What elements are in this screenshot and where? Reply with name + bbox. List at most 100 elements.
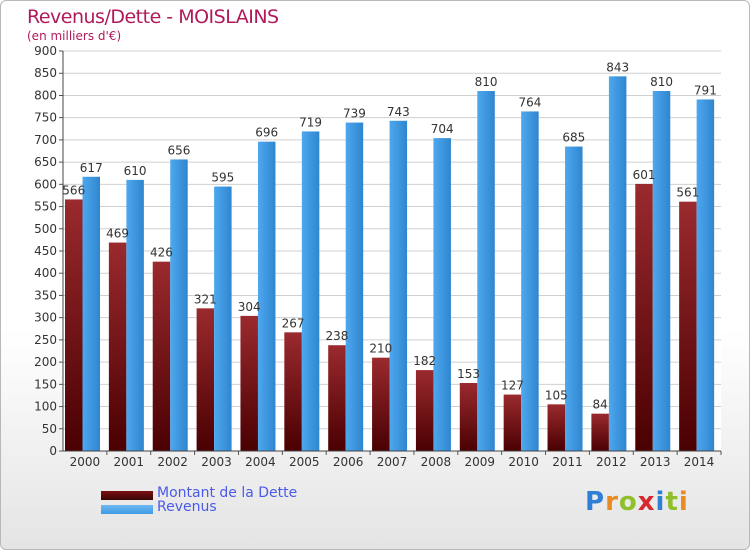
bar-debt-2000 [65,199,83,451]
bar-revenus-2005 [301,131,320,451]
bar-debt-2002 [152,261,171,451]
bar-debt-2011 [547,404,566,451]
bar-revenus-2006 [345,122,364,452]
label-revenus-2014: 791 [694,83,717,97]
brand-letter: r [605,487,619,517]
x-tick-label: 2006 [333,455,364,469]
label-revenus-2011: 685 [562,131,585,145]
brand-letter: P [585,487,606,517]
x-tick-label: 2000 [70,455,101,469]
label-revenus-2003: 595 [211,171,234,185]
y-tick-label: 450 [34,244,57,258]
bar-revenus-2001 [126,179,144,451]
x-tick-label: 2004 [245,455,276,469]
x-tick-label: 2008 [421,455,452,469]
y-tick-label: 250 [34,333,57,347]
y-tick-label: 600 [34,177,57,191]
y-tick-label: 800 [34,88,57,102]
y-tick-label: 350 [34,288,57,302]
label-revenus-2008: 704 [431,122,454,136]
label-revenus-2006: 739 [343,107,366,121]
y-tick-label: 200 [34,355,57,369]
bar-revenus-2012 [608,76,627,451]
y-tick-label: 750 [34,111,57,125]
legend-swatch-revenus [101,505,153,514]
bar-revenus-2009 [477,91,495,451]
bar-revenus-2010 [521,111,539,451]
label-revenus-2012: 843 [606,60,629,74]
brand-letter: i [678,487,689,517]
y-tick-label: 500 [34,222,57,236]
y-tick-label: 400 [34,266,57,280]
label-revenus-2001: 610 [124,164,147,178]
x-axis: 2000 2001 2002 2003 2004 2005 2006 2007 2008 2009… [63,450,722,469]
y-tick-label: 550 [34,200,57,214]
label-debt-2003: 321 [194,292,217,306]
bar-debt-2012 [591,413,609,451]
bar-debt-2014 [679,201,697,451]
y-axis: 0 50 100 150 200 250 300 350 400 450 500 550 600 650 7… [34,44,64,458]
bar-revenus-2004 [257,141,276,451]
bar-revenus-2007 [389,120,408,452]
x-tick-label: 2012 [596,455,627,469]
label-revenus-2010: 764 [518,95,541,109]
x-tick-label: 2010 [508,455,539,469]
x-tick-label: 2003 [201,455,232,469]
label-debt-2011: 105 [545,388,568,402]
y-tick-label: 0 [49,444,57,458]
legend-label-debt: Montant de la Dette [157,485,298,501]
label-debt-2014: 561 [676,186,699,200]
brand-logo: Proxiti [585,487,689,517]
brand-letter: o [618,487,638,517]
label-revenus-2009: 810 [475,75,498,89]
label-debt-2000: 566 [62,183,85,197]
label-debt-2009: 153 [457,367,480,381]
bar-revenus-2002 [170,159,188,451]
y-tick-label: 700 [34,133,57,147]
bar-revenus-2011 [565,146,583,452]
bar-debt-2001 [108,242,127,451]
brand-letter: t [665,487,679,517]
legend-label-revenus: Revenus [157,499,217,515]
bars [65,76,715,452]
label-debt-2008: 182 [413,354,436,368]
brand-letter: i [655,487,666,517]
label-debt-2004: 304 [238,300,261,314]
x-tick-label: 2013 [640,455,671,469]
legend-swatch-debt [101,491,153,500]
chart-subtitle: (en milliers d'€) [27,29,122,43]
y-tick-label: 300 [34,311,57,325]
bar-debt-2009 [459,383,478,451]
label-debt-2005: 267 [282,316,305,330]
bar-debt-2003 [196,308,215,451]
x-tick-label: 2009 [464,455,495,469]
bar-debt-2005 [284,332,302,451]
label-debt-2010: 127 [501,379,524,393]
label-debt-2012: 84 [593,398,608,412]
x-tick-label: 2002 [157,455,188,469]
x-tick-label: 2005 [289,455,320,469]
x-tick-label: 2001 [114,455,145,469]
y-tick-label: 900 [34,44,57,58]
bar-revenus-2013 [652,91,671,451]
label-revenus-2007: 743 [387,105,410,119]
label-revenus-2005: 719 [299,115,322,129]
y-tick-label: 100 [34,400,57,414]
bar-debt-2004 [240,315,258,451]
bar-debt-2013 [635,183,653,451]
label-revenus-2013: 810 [650,75,673,89]
label-revenus-2000: 617 [80,161,103,175]
y-tick-label: 50 [42,422,57,436]
label-revenus-2004: 696 [255,126,278,140]
bar-debt-2010 [503,394,522,451]
label-debt-2007: 210 [369,342,392,356]
label-debt-2002: 426 [150,246,173,260]
label-revenus-2002: 656 [168,143,191,157]
x-tick-label: 2007 [377,455,408,469]
bar-revenus-2014 [696,99,715,451]
bar-debt-2008 [415,370,434,451]
y-tick-label: 850 [34,66,57,80]
bar-revenus-2003 [214,186,232,452]
